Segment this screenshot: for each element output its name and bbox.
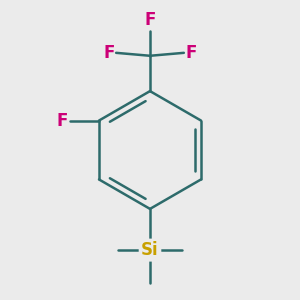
Text: F: F (57, 112, 68, 130)
Text: F: F (144, 11, 156, 29)
Text: Si: Si (141, 241, 159, 259)
Text: F: F (103, 44, 115, 62)
Text: F: F (185, 44, 197, 62)
